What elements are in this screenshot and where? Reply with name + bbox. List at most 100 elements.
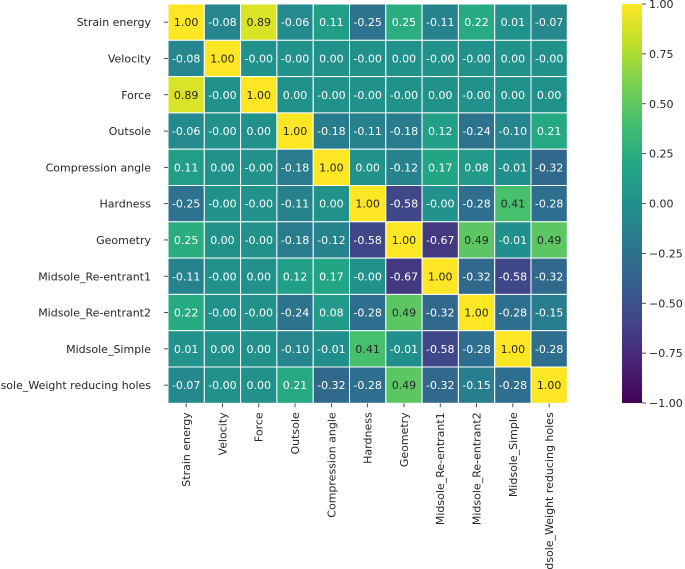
cell-value-label: 0.00 xyxy=(247,343,272,356)
heatmap-cell xyxy=(421,366,459,404)
cell-value-label: -0.67 xyxy=(390,270,418,283)
column-label: Velocity xyxy=(216,412,229,456)
cell-value-label: -0.00 xyxy=(353,270,381,283)
cell-value-label: 0.17 xyxy=(319,270,344,283)
heatmap-cell xyxy=(530,112,568,150)
heatmap-cell xyxy=(167,221,205,259)
heatmap-cell xyxy=(167,39,205,78)
heatmap-cell xyxy=(494,293,532,332)
cell-value-label: -0.06 xyxy=(172,125,200,138)
cell-value-label: -0.00 xyxy=(208,379,236,392)
cell-value-label: -0.18 xyxy=(390,125,418,138)
heatmap-cell xyxy=(530,39,568,78)
heatmap-cell xyxy=(530,293,568,332)
heatmap-cell xyxy=(349,76,387,114)
row-labels: Strain energy Velocity Force Outsole Compres… xyxy=(0,16,168,392)
heatmap-cell xyxy=(203,148,242,186)
heatmap-cell xyxy=(203,366,242,404)
heatmap-cell xyxy=(167,257,205,295)
heatmap-cell xyxy=(385,293,423,332)
column-label: Midsole_Re-entrant1 xyxy=(434,412,447,525)
cell-value-label: 1.00 xyxy=(392,234,417,247)
cell-value-label: 0.17 xyxy=(428,161,453,174)
cell-value-label: -0.24 xyxy=(462,125,490,138)
cell-value-label: 1.00 xyxy=(537,379,562,392)
heatmap-cell xyxy=(240,112,278,150)
row-label: Hardness xyxy=(99,198,151,211)
heatmap-cell xyxy=(494,257,532,295)
colorbar-tick-label: 0.75 xyxy=(649,48,674,61)
heatmap-cell xyxy=(421,39,459,78)
cell-value-label: -0.00 xyxy=(208,125,236,138)
column-label: Hardness xyxy=(362,412,375,464)
heatmap-cell xyxy=(530,148,568,186)
colorbar-tick-label: 1.00 xyxy=(649,0,674,11)
cell-value-label: -0.58 xyxy=(353,234,381,247)
heatmap-cell xyxy=(457,112,496,150)
heatmap-cell xyxy=(240,39,278,78)
row-label: Geometry xyxy=(96,234,151,247)
heatmap-cell xyxy=(494,3,532,41)
heatmap-cell xyxy=(276,221,314,259)
cell-value-label: -0.24 xyxy=(281,307,309,320)
cell-value-label: -0.18 xyxy=(281,161,309,174)
cell-value-label: -0.07 xyxy=(535,16,563,29)
cell-value-label: -0.11 xyxy=(281,198,309,211)
cell-value-label: -0.15 xyxy=(535,307,563,320)
cell-value-label: 0.11 xyxy=(174,161,199,174)
cell-value-label: -0.00 xyxy=(245,234,273,247)
column-label: Geometry xyxy=(398,412,411,467)
row-label: Outsole xyxy=(109,125,151,138)
cell-value-label: 0.00 xyxy=(319,198,344,211)
cell-value-label: 0.12 xyxy=(283,270,308,283)
cell-value-label: 1.00 xyxy=(355,198,380,211)
cell-value-label: -0.00 xyxy=(390,89,418,102)
heatmap-cell xyxy=(457,221,496,259)
heatmap-cell xyxy=(421,221,459,259)
heatmap-cell xyxy=(276,257,314,295)
row-label: Compression angle xyxy=(46,161,152,174)
cell-value-label: 0.00 xyxy=(501,52,526,65)
heatmap-cell xyxy=(167,76,205,114)
cell-value-label: 0.00 xyxy=(283,89,308,102)
cell-value-label: -0.28 xyxy=(499,307,527,320)
cell-value-label: 0.08 xyxy=(319,307,344,320)
cell-value-label: 0.22 xyxy=(464,16,489,29)
cell-value-label: 0.00 xyxy=(247,379,272,392)
cell-value-label: -0.28 xyxy=(535,343,563,356)
cell-value-label: 0.89 xyxy=(174,89,199,102)
cell-value-label: -0.11 xyxy=(353,125,381,138)
cell-value-label: 1.00 xyxy=(428,270,453,283)
cell-value-label: 0.00 xyxy=(355,161,380,174)
cell-value-label: 0.49 xyxy=(537,234,562,247)
colorbar-tick-label: 0.50 xyxy=(649,98,674,111)
heatmap-cell xyxy=(385,76,423,114)
cell-value-label: 0.00 xyxy=(501,89,526,102)
cell-value-label: -0.28 xyxy=(535,198,563,211)
cell-value-label: 0.00 xyxy=(247,270,272,283)
cell-value-label: 0.41 xyxy=(355,343,380,356)
cell-value-label: 0.00 xyxy=(210,343,235,356)
row-label: Force xyxy=(121,89,151,102)
cell-value-label: 1.00 xyxy=(464,307,489,320)
heatmap-cell xyxy=(421,293,459,332)
column-label: Midsole_Simple xyxy=(507,412,520,497)
colorbar-tick-label: −0.75 xyxy=(649,347,683,360)
row-label: Strain energy xyxy=(77,16,152,29)
heatmap-cell xyxy=(494,221,532,259)
heatmap-cell xyxy=(312,366,351,404)
cell-value-label: 0.08 xyxy=(464,161,489,174)
heatmap-cell xyxy=(203,257,242,295)
cell-value-label: -0.28 xyxy=(353,307,381,320)
heatmap-cell xyxy=(530,3,568,41)
heatmap-cell xyxy=(240,293,278,332)
row-label: Midsole_Re-entrant2 xyxy=(38,307,151,320)
heatmap-cell xyxy=(457,39,496,78)
cell-value-label: -0.06 xyxy=(281,16,309,29)
cell-value-label: -0.08 xyxy=(172,52,200,65)
cell-value-label: 0.21 xyxy=(537,125,562,138)
heatmap-cell xyxy=(530,185,568,223)
cell-value-label: -0.00 xyxy=(208,307,236,320)
cell-value-label: 0.25 xyxy=(392,16,417,29)
cell-value-label: 0.49 xyxy=(392,379,417,392)
